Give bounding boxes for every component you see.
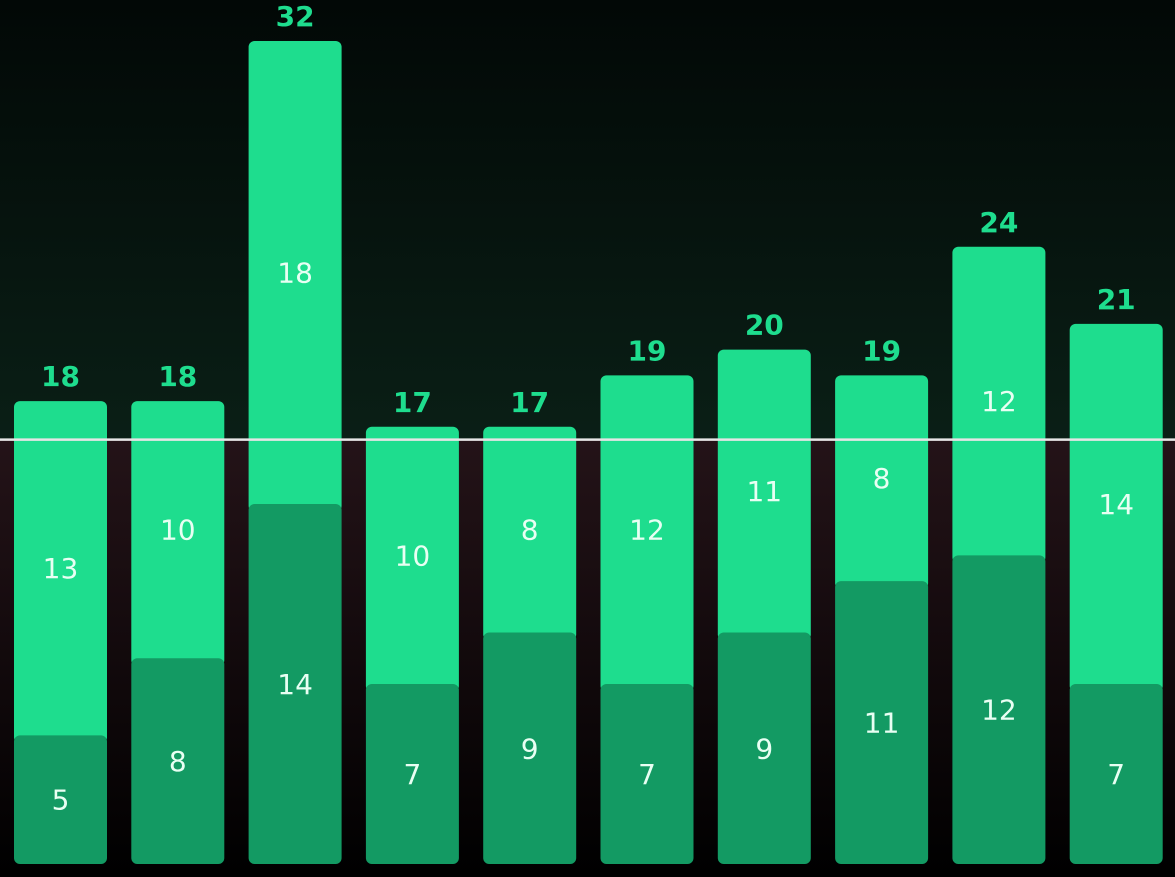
bar-segment <box>14 735 107 864</box>
segment-label: 8 <box>169 745 187 778</box>
segment-label: 14 <box>277 668 313 701</box>
bar-segment <box>248 503 342 864</box>
segment-label: 12 <box>981 385 1017 418</box>
bar-segment <box>248 41 342 512</box>
bar-segment <box>365 426 459 692</box>
bar-segment <box>483 426 577 641</box>
segment-label: 8 <box>873 462 891 495</box>
bar-segment <box>717 349 811 641</box>
segment-label: 13 <box>43 552 79 585</box>
bar-segment <box>1069 683 1163 864</box>
bar-segment <box>483 632 577 864</box>
bar-segment <box>14 401 107 744</box>
segment-label: 7 <box>403 758 421 791</box>
segment-label: 11 <box>864 707 900 740</box>
total-label: 21 <box>1097 283 1136 316</box>
bar-segment <box>952 246 1046 564</box>
bar-segment <box>717 632 811 864</box>
total-label: 17 <box>510 386 549 419</box>
segment-label: 14 <box>1098 488 1134 521</box>
total-label: 19 <box>628 334 667 367</box>
segment-label: 12 <box>981 694 1017 727</box>
segment-label: 7 <box>1107 758 1125 791</box>
bar-segment <box>131 401 225 667</box>
total-label: 24 <box>979 206 1018 239</box>
segment-label: 12 <box>629 514 665 547</box>
segment-label: 10 <box>160 514 196 547</box>
segment-label: 7 <box>638 758 656 791</box>
bar-segment <box>952 555 1046 864</box>
bar-segment <box>835 581 929 864</box>
total-label: 18 <box>158 360 197 393</box>
total-label: 32 <box>276 0 315 33</box>
total-label: 17 <box>393 386 432 419</box>
bar-segment <box>131 658 225 864</box>
segment-label: 18 <box>277 256 313 289</box>
total-label: 20 <box>745 309 784 342</box>
bar-segment <box>600 683 694 864</box>
segment-label: 10 <box>395 539 431 572</box>
segment-label: 8 <box>521 514 539 547</box>
bar-segment <box>600 375 694 692</box>
segment-label: 9 <box>755 732 773 765</box>
total-label: 19 <box>862 334 901 367</box>
bar-segment <box>365 683 459 864</box>
segment-label: 5 <box>52 784 70 817</box>
total-label: 18 <box>41 360 80 393</box>
segment-label: 9 <box>521 732 539 765</box>
segment-label: 11 <box>746 475 782 508</box>
bar-segment <box>835 375 929 590</box>
bar-segment <box>1069 323 1163 692</box>
